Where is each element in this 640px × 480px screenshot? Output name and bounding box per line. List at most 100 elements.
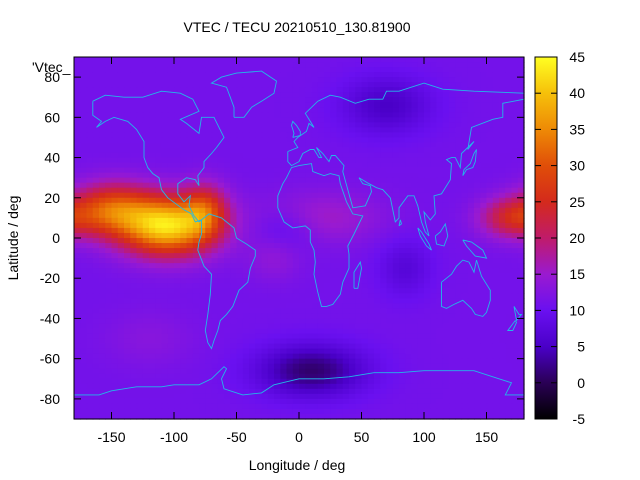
heatmap-cell	[242, 273, 250, 279]
heatmap-cell	[286, 57, 294, 63]
heatmap-cell	[136, 283, 144, 289]
heatmap-cell	[442, 383, 450, 390]
heatmap-cell	[105, 62, 113, 68]
heatmap-cell	[130, 137, 138, 144]
heatmap-cell	[74, 202, 81, 209]
heatmap-cell	[274, 373, 281, 380]
heatmap-cell	[342, 92, 350, 98]
heatmap-cell	[374, 82, 381, 88]
heatmap-cell	[461, 177, 469, 184]
heatmap-cell	[167, 162, 175, 169]
heatmap-cell	[292, 127, 300, 134]
heatmap-cell	[92, 72, 100, 78]
heatmap-cell	[317, 102, 325, 108]
heatmap-cell	[349, 308, 356, 315]
heatmap-cell	[342, 202, 350, 209]
heatmap-cell	[317, 132, 325, 139]
heatmap-cell	[124, 77, 131, 83]
heatmap-cell	[455, 197, 463, 204]
heatmap-cell	[424, 308, 431, 315]
heatmap-cell	[236, 363, 244, 370]
heatmap-cell	[461, 303, 469, 309]
heatmap-cell	[236, 187, 244, 194]
heatmap-cell	[274, 243, 281, 249]
heatmap-cell	[480, 57, 488, 63]
heatmap-cell	[292, 97, 300, 103]
heatmap-cell	[199, 192, 206, 199]
heatmap-cell	[280, 227, 288, 234]
heatmap-cell	[242, 263, 250, 269]
heatmap-cell	[286, 368, 294, 375]
heatmap-cell	[224, 92, 231, 98]
heatmap-cell	[186, 227, 194, 234]
heatmap-cell	[174, 338, 181, 345]
heatmap-cell	[142, 338, 150, 345]
heatmap-cell	[174, 253, 181, 259]
heatmap-cell	[386, 263, 394, 269]
heatmap-cell	[511, 87, 519, 93]
heatmap-cell	[442, 197, 450, 204]
heatmap-cell	[311, 167, 319, 174]
heatmap-cell	[511, 353, 519, 360]
heatmap-cell	[480, 253, 488, 259]
heatmap-cell	[236, 72, 244, 78]
heatmap-cell	[86, 273, 94, 279]
heatmap-cell	[242, 197, 250, 204]
heatmap-cell	[467, 182, 475, 189]
heatmap-cell	[324, 117, 331, 123]
heatmap-cell	[105, 363, 113, 370]
heatmap-cell	[449, 137, 456, 144]
heatmap-cell	[449, 167, 456, 174]
heatmap-cell	[480, 92, 488, 98]
heatmap-cell	[311, 117, 319, 123]
heatmap-cell	[117, 127, 125, 134]
heatmap-cell	[380, 248, 388, 254]
heatmap-cell	[505, 127, 513, 134]
heatmap-cell	[505, 107, 513, 113]
heatmap-cell	[442, 122, 450, 128]
heatmap-cell	[336, 313, 344, 320]
heatmap-cell	[142, 273, 150, 279]
heatmap-cell	[442, 288, 450, 294]
heatmap-cell	[467, 222, 475, 229]
heatmap-cell	[199, 343, 206, 350]
heatmap-cell	[417, 308, 425, 315]
heatmap-cell	[261, 363, 269, 370]
heatmap-cell	[355, 318, 363, 325]
heatmap-cell	[286, 293, 294, 299]
heatmap-cell	[105, 338, 113, 345]
heatmap-cell	[380, 303, 388, 309]
heatmap-cell	[167, 363, 175, 370]
heatmap-cell	[442, 293, 450, 299]
heatmap-cell	[261, 368, 269, 375]
heatmap-cell	[417, 212, 425, 219]
heatmap-cell	[430, 207, 438, 214]
heatmap-cell	[399, 142, 406, 149]
heatmap-cell	[511, 368, 519, 375]
heatmap-cell	[342, 348, 350, 355]
heatmap-cell	[286, 243, 294, 249]
heatmap-cell	[511, 152, 519, 159]
heatmap-cell	[374, 368, 381, 375]
heatmap-cell	[424, 72, 431, 78]
heatmap-cell	[374, 142, 381, 149]
heatmap-cell	[461, 77, 469, 83]
heatmap-cell	[330, 222, 338, 229]
heatmap-cell	[336, 283, 344, 289]
heatmap-cell	[167, 378, 175, 385]
heatmap-cell	[311, 112, 319, 118]
heatmap-cell	[505, 172, 513, 179]
heatmap-cell	[474, 182, 481, 189]
heatmap-cell	[405, 232, 413, 239]
heatmap-cell	[261, 62, 269, 68]
heatmap-cell	[211, 288, 219, 294]
heatmap-cell	[192, 353, 200, 360]
heatmap-cell	[324, 333, 331, 340]
heatmap-cell	[92, 318, 100, 325]
heatmap-cell	[286, 112, 294, 118]
heatmap-cell	[80, 182, 88, 189]
heatmap-cell	[80, 127, 88, 134]
heatmap-cell	[330, 122, 338, 128]
heatmap-cell	[299, 82, 306, 88]
heatmap-cell	[249, 358, 256, 365]
